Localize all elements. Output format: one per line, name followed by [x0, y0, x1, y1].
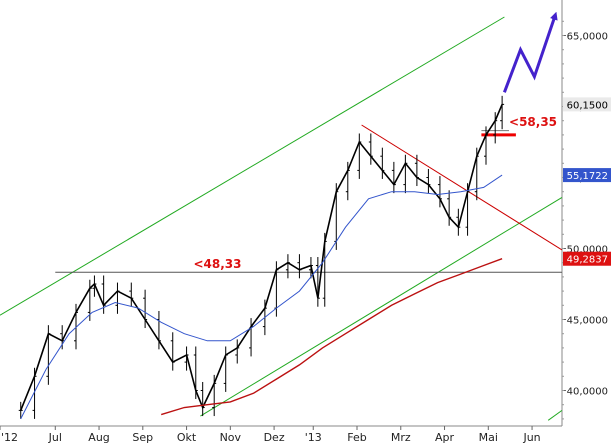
x-tick-label: Apr [435, 431, 455, 444]
x-tick-label: Jun [522, 431, 540, 444]
x-tick-label: Jul [48, 431, 62, 444]
y-tick-label: 50,0000 [567, 245, 608, 256]
line-lower-channel [200, 196, 563, 417]
x-tick-label: Aug [88, 431, 109, 444]
moving-average-line-1 [20, 174, 503, 420]
price-series [18, 95, 505, 420]
x-tick-label: '13 [305, 431, 322, 444]
x-tick-label: Feb [347, 431, 366, 444]
x-tick-label: Mrz [391, 431, 411, 444]
x-tick-label: Dez [264, 431, 285, 444]
plot-background [0, 0, 562, 426]
moving-average-line-2 [160, 258, 503, 416]
annotation-label: <48,33 [193, 257, 241, 271]
value-tags: 60,1500 55,1722 49,2837 [563, 97, 611, 266]
y-tick-label: 45,0000 [567, 316, 608, 327]
annotations: <48,33 <58,35 [193, 115, 557, 271]
line-lower-channel-parallel [547, 409, 563, 421]
line-upper-channel [0, 16, 505, 316]
value-tag-label: 60,1500 [567, 100, 608, 111]
y-axis-panel [562, 0, 611, 444]
x-tick-label: Mai [479, 431, 498, 444]
x-tick-label: '12 [1, 431, 18, 444]
value-tag-label: 55,1722 [567, 171, 608, 182]
y-tick-label: 65,0000 [567, 32, 608, 43]
line-forecast-arrow [502, 11, 558, 93]
x-tick-label: Sep [132, 431, 153, 444]
x-tick-label: Okt [177, 431, 197, 444]
x-axis-ticks: '12 Jul Aug Sep Okt Nov Dez '13 Feb Mrz Apr Mai Jun [0, 426, 541, 444]
value-tag [563, 251, 611, 266]
value-tag [563, 168, 611, 183]
value-tag-label: 49,2837 [567, 255, 608, 266]
line-downtrend [361, 124, 563, 251]
annotation-label: <58,35 [509, 115, 557, 129]
y-tick-label: 40,0000 [567, 387, 608, 398]
x-tick-label: Nov [220, 431, 242, 444]
value-tag [563, 97, 611, 112]
price-line [19, 104, 503, 411]
